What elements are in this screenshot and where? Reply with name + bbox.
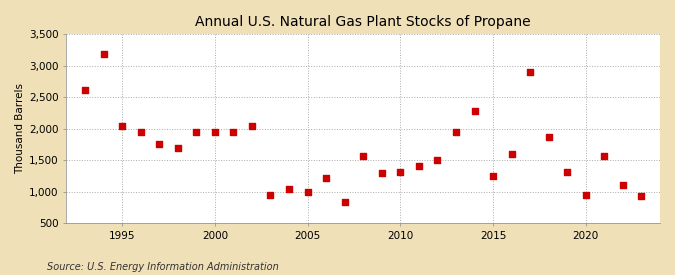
Point [599,154,610,159]
Point [321,176,331,181]
Point [228,130,239,134]
Point [562,170,572,174]
Point [395,169,406,174]
Point [432,158,443,162]
Point [377,170,387,175]
Point [154,142,165,146]
Point [191,130,202,134]
Point [135,130,146,135]
Point [636,194,647,198]
Point [524,70,535,74]
Point [340,200,350,204]
Point [117,124,128,128]
Point [414,164,425,168]
Point [469,109,480,113]
Point [209,130,220,135]
Title: Annual U.S. Natural Gas Plant Stocks of Propane: Annual U.S. Natural Gas Plant Stocks of … [195,15,531,29]
Point [358,153,369,158]
Point [506,152,517,156]
Point [265,192,276,197]
Point [172,145,183,150]
Point [302,189,313,194]
Y-axis label: Thousand Barrels: Thousand Barrels [15,83,25,174]
Point [246,124,257,128]
Point [98,52,109,57]
Point [543,135,554,139]
Point [80,87,90,92]
Point [450,130,461,135]
Point [487,174,498,178]
Text: Source: U.S. Energy Information Administration: Source: U.S. Energy Information Administ… [47,262,279,272]
Point [580,192,591,197]
Point [284,187,294,191]
Point [618,183,628,187]
